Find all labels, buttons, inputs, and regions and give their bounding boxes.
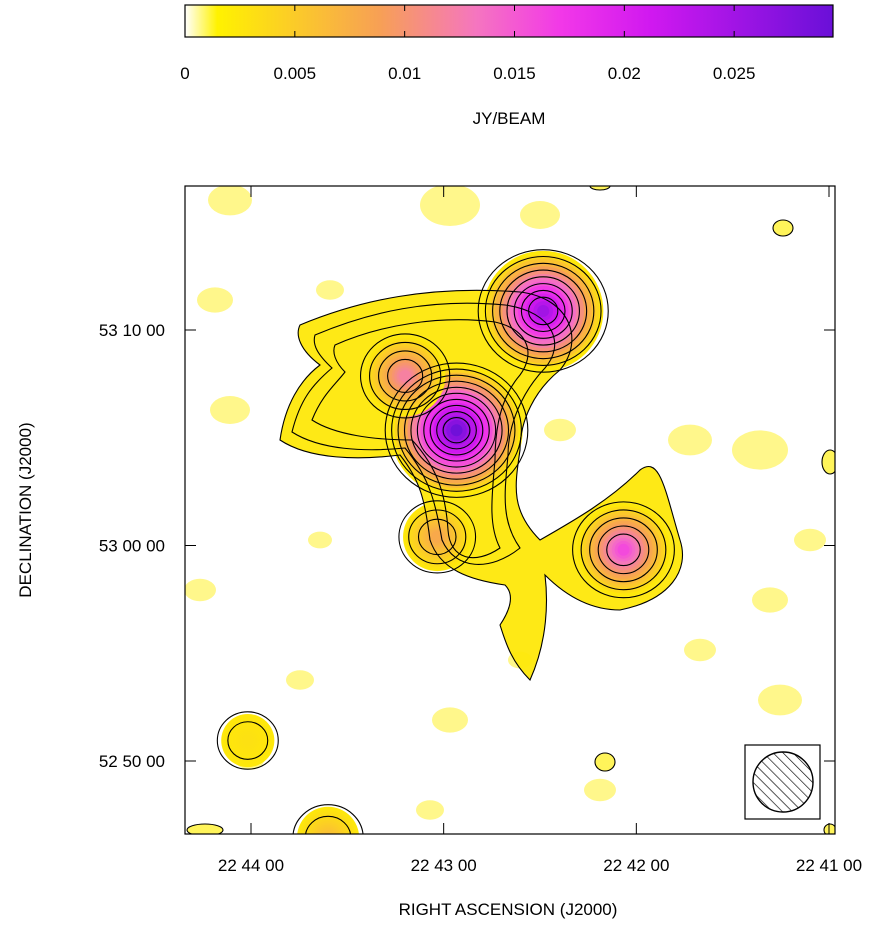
noise-patch	[420, 186, 480, 226]
beam-box	[744, 744, 821, 820]
colorbar-gradient	[184, 4, 834, 38]
y-tick-label: 53 10 00	[99, 321, 165, 340]
contour-line	[589, 517, 658, 583]
axis-ticks: 22 44 00 22 43 00 22 42 00 22 41 00 53 10 00…	[99, 186, 862, 875]
source-fill	[617, 543, 630, 556]
contour-line	[436, 410, 477, 450]
contour-line	[772, 219, 794, 237]
intensity-fill	[185, 186, 826, 834]
contour-lines	[186, 186, 835, 834]
source-fill	[399, 369, 412, 382]
noise-patch	[668, 424, 712, 456]
contour-line	[369, 341, 442, 411]
source-fill	[241, 734, 254, 747]
contour-line	[186, 823, 224, 834]
contour-line	[821, 449, 835, 475]
colorbar-tick-label: 0.01	[388, 64, 421, 83]
colorbar-label: JY/BEAM	[473, 109, 546, 128]
beam-ellipse	[752, 751, 814, 813]
noise-patch	[584, 778, 616, 802]
noise-patch	[684, 638, 716, 662]
contour-line	[359, 333, 451, 419]
noise-patch	[752, 587, 788, 613]
noise-patch	[316, 280, 344, 300]
y-tick-label: 53 00 00	[99, 537, 165, 556]
contour-line	[594, 752, 616, 772]
noise-patch	[732, 430, 788, 470]
colorbar-tick-label: 0.025	[713, 64, 756, 83]
noise-patch	[520, 201, 560, 229]
contour-line	[589, 186, 611, 191]
colorbar: 0 0.005 0.01 0.015 0.02 0.025 JY/BEAM	[180, 4, 834, 128]
contour-line	[403, 380, 510, 480]
noise-patch	[185, 578, 216, 602]
contour-line	[410, 386, 503, 474]
contour-line	[572, 501, 675, 599]
source-fill	[537, 304, 550, 317]
colorbar-tick-label: 0.02	[608, 64, 641, 83]
source-fill	[431, 530, 444, 543]
x-axis-title: RIGHT ASCENSION (J2000)	[399, 900, 618, 919]
noise-patch	[794, 528, 826, 552]
noise-patch	[197, 287, 233, 313]
contour-line	[384, 362, 529, 498]
contour-line	[499, 269, 588, 353]
map-image	[185, 186, 835, 834]
noise-patch	[544, 418, 576, 442]
colorbar-tick-label: 0.005	[274, 64, 317, 83]
contour-line	[398, 500, 477, 574]
source-fill	[450, 424, 463, 437]
contour-line	[391, 368, 522, 492]
contour-line	[311, 319, 529, 559]
noise-patch	[286, 670, 314, 690]
colorbar-tick-label: 0	[180, 64, 189, 83]
contour-line	[429, 404, 484, 456]
contour-line	[597, 525, 650, 575]
contour-line	[408, 509, 467, 565]
contour-line	[279, 289, 684, 681]
contour-line	[442, 417, 471, 444]
noise-patch	[210, 396, 250, 424]
contour-line	[506, 276, 580, 346]
plot-frame	[184, 185, 836, 835]
colorbar-tick-label: 0.015	[493, 64, 536, 83]
contour-line	[823, 823, 835, 834]
contour-line	[292, 804, 364, 834]
contour-line	[484, 255, 602, 366]
colorbar-ticks: 0 0.005 0.01 0.015 0.02 0.025	[180, 5, 755, 83]
x-tick-label: 22 42 00	[603, 856, 669, 875]
contour-line	[305, 815, 352, 834]
contour-line	[520, 289, 566, 333]
contour-line	[477, 249, 609, 373]
noise-patch	[308, 531, 332, 549]
contour-line	[227, 721, 269, 760]
y-tick-label: 52 50 00	[99, 752, 165, 771]
noise-patch	[432, 707, 468, 733]
contour-line	[606, 533, 641, 567]
contour-line	[216, 711, 279, 770]
x-tick-label: 22 41 00	[796, 856, 862, 875]
contour-line	[397, 374, 516, 486]
contour-line	[387, 358, 424, 394]
contour-line	[423, 398, 490, 462]
x-tick-label: 22 43 00	[411, 856, 477, 875]
y-axis-title: DECLINATION (J2000)	[16, 422, 35, 597]
noise-patch	[758, 684, 802, 716]
contour-line	[416, 392, 497, 468]
contour-line	[513, 283, 573, 339]
contour-line	[492, 262, 595, 360]
noise-patch	[208, 186, 252, 216]
contour-line	[580, 509, 667, 591]
contour-line	[378, 350, 433, 402]
contour-line	[291, 302, 556, 565]
x-tick-label: 22 44 00	[218, 856, 284, 875]
noise-patch	[416, 800, 444, 820]
